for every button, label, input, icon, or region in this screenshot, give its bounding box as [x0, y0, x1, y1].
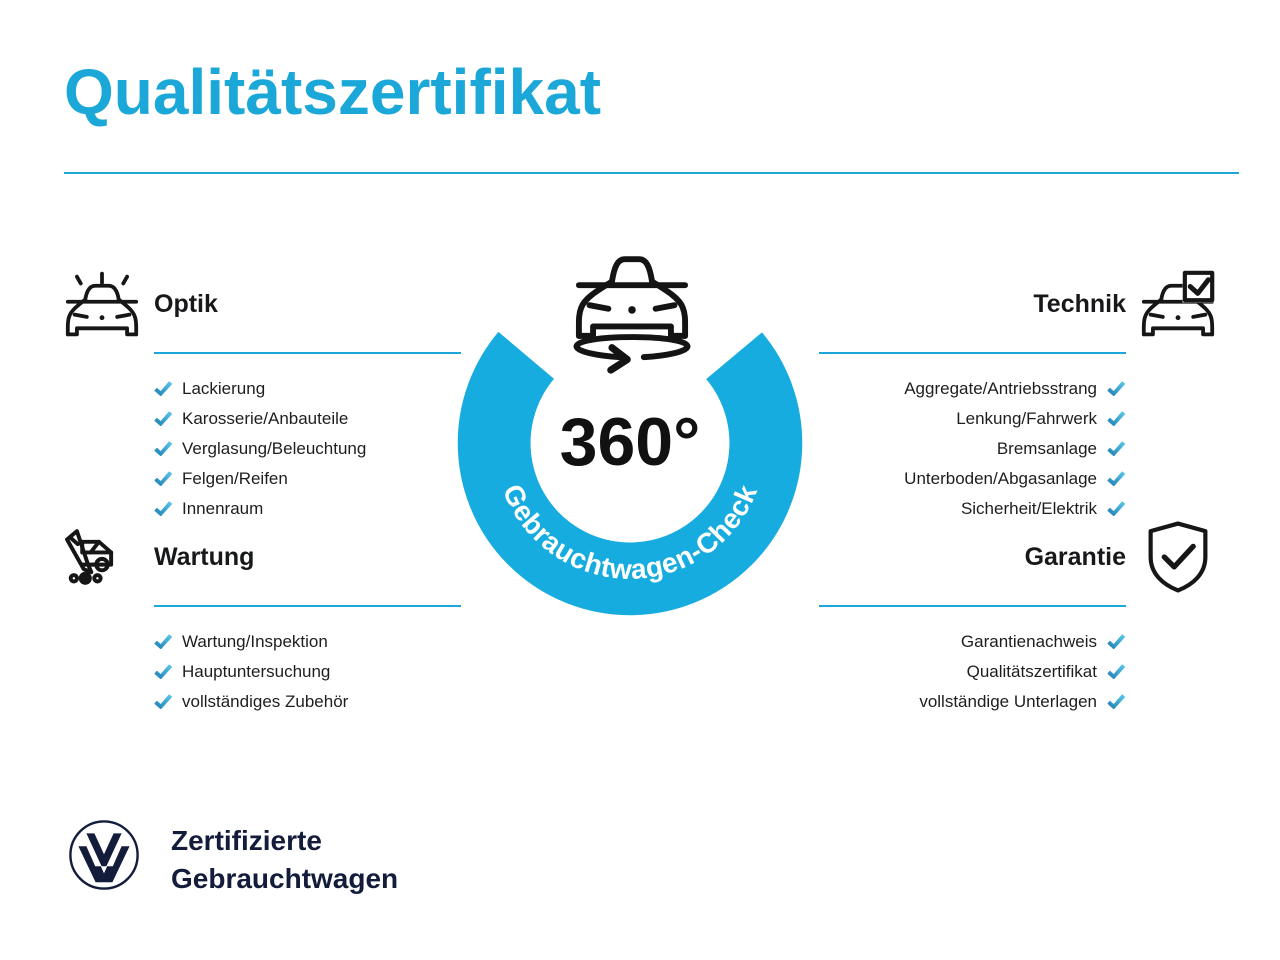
svg-text:360°: 360° [560, 404, 701, 480]
